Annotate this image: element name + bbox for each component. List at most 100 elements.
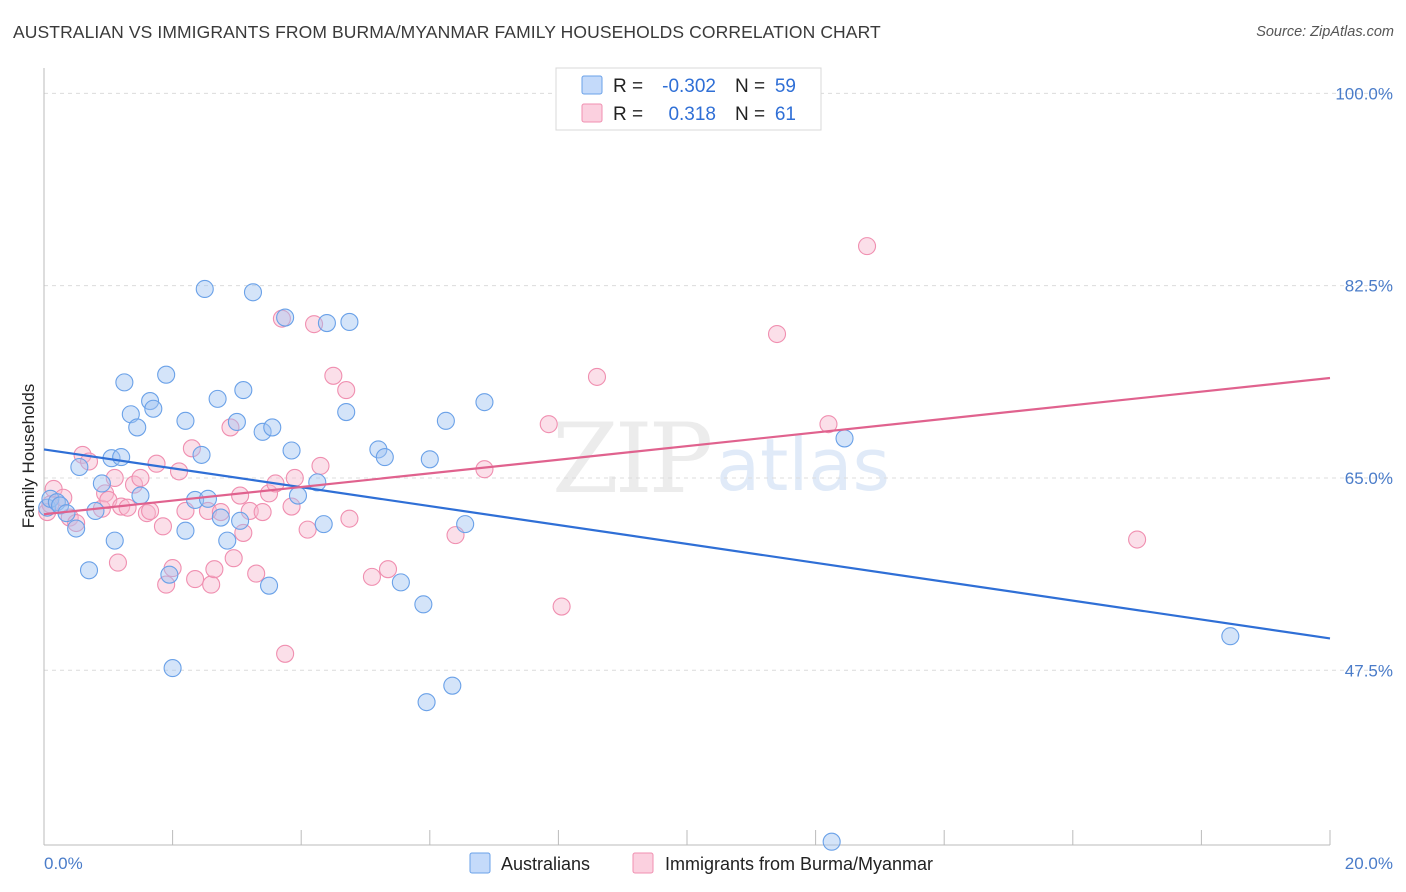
legend-r-value-australians: -0.302 <box>662 76 716 97</box>
immigrants-point <box>552 597 571 616</box>
australians-point <box>121 405 140 424</box>
x-tick-label: 0.0% <box>44 854 83 873</box>
immigrants-point <box>767 324 787 344</box>
immigrants-point <box>240 501 259 520</box>
immigrants-trend-line <box>43 376 1331 516</box>
immigrants-point <box>157 575 176 594</box>
immigrants-point <box>819 415 838 434</box>
australians-point <box>276 308 295 327</box>
y-tick-label: 65.0% <box>1345 469 1393 488</box>
immigrants-point <box>311 456 330 475</box>
legend-n-value-australians: 59 <box>775 76 796 97</box>
legend: R = -0.302 N = 59 R = 0.318 N = 61 <box>555 67 822 131</box>
bottom-legend: Australians Immigrants from Burma/Myanma… <box>469 852 933 874</box>
australians-point <box>131 486 150 505</box>
australians-point <box>443 676 462 695</box>
immigrants-point <box>324 366 343 385</box>
immigrants-point <box>182 439 201 458</box>
immigrants-point <box>153 517 173 536</box>
australians-point <box>340 312 359 331</box>
australians-point <box>51 496 70 515</box>
immigrants-point <box>362 567 381 586</box>
bottom-legend-swatch-australians <box>469 852 491 874</box>
legend-n-label-1: N = <box>735 76 765 97</box>
australians-point <box>160 565 179 584</box>
australians-point <box>317 313 336 333</box>
immigrants-point <box>224 549 243 568</box>
australians-point <box>263 418 282 437</box>
immigrants-point <box>202 575 221 594</box>
watermark-zip: ZIP <box>552 403 711 515</box>
y-tick-labels: 100.0% 82.5% 65.0% 47.5% <box>1335 84 1393 680</box>
series-immigrants-points <box>38 237 1147 663</box>
immigrants-point <box>247 564 266 583</box>
immigrants-point <box>231 486 250 505</box>
australians-point <box>163 659 182 678</box>
australians-point <box>211 508 230 527</box>
australians-point <box>105 531 124 550</box>
chart-title: AUSTRALIAN VS IMMIGRANTS FROM BURMA/MYAN… <box>13 22 881 42</box>
immigrants-point <box>305 315 324 334</box>
immigrants-point <box>298 520 317 539</box>
trend-lines <box>43 376 1331 640</box>
australians-point <box>456 515 475 534</box>
australians-point <box>417 693 436 712</box>
australians-point <box>227 412 246 431</box>
australians-point <box>420 450 439 469</box>
immigrants-point <box>378 560 398 579</box>
australians-point <box>337 403 356 422</box>
immigrants-point <box>169 462 189 481</box>
australians-point <box>195 279 214 299</box>
australians-point <box>157 365 176 384</box>
legend-n-value-immigrants: 61 <box>775 104 796 125</box>
immigrants-point <box>211 502 230 522</box>
immigrants-point <box>276 644 295 663</box>
australians-point <box>67 519 86 538</box>
australians-point <box>176 521 195 540</box>
australians-point <box>375 448 394 467</box>
australians-point <box>234 381 253 400</box>
y-tick-label: 82.5% <box>1345 277 1393 296</box>
immigrants-point <box>539 415 558 434</box>
australians-point <box>414 595 433 614</box>
australians-point <box>835 429 854 448</box>
immigrants-point <box>234 523 253 542</box>
x-tick-label: 20.0% <box>1345 854 1393 873</box>
australians-point <box>475 393 494 412</box>
y-tick-label: 100.0% <box>1335 84 1393 103</box>
australians-point <box>208 389 227 408</box>
immigrants-point <box>282 497 301 516</box>
immigrants-point <box>67 513 86 533</box>
australians-point <box>1221 627 1240 646</box>
australians-point <box>391 573 410 592</box>
australians-point <box>86 501 105 520</box>
immigrants-point <box>857 237 877 256</box>
immigrants-point <box>587 367 607 386</box>
australians-point <box>369 440 388 459</box>
australians-point <box>282 441 301 460</box>
australians-point <box>231 511 250 530</box>
australians-point <box>192 445 211 464</box>
axes <box>43 68 1331 846</box>
source-label: Source: ZipAtlas.com <box>1256 24 1394 40</box>
australians-point <box>259 576 279 595</box>
immigrants-point <box>340 509 359 528</box>
australians-point <box>822 832 841 851</box>
australians-point <box>253 422 272 441</box>
bottom-legend-label-australians: Australians <box>501 854 590 874</box>
australians-point <box>144 399 163 418</box>
australians-point <box>92 474 111 493</box>
watermark-atlas: atlas <box>716 423 890 507</box>
immigrants-point <box>186 570 205 589</box>
immigrants-point <box>118 498 137 517</box>
immigrants-point <box>205 560 224 579</box>
legend-r-label-2: R = <box>613 104 643 125</box>
immigrants-point <box>1128 530 1147 549</box>
legend-n-label-2: N = <box>735 104 765 125</box>
legend-r-value-immigrants: 0.318 <box>668 104 716 125</box>
australians-point <box>128 418 147 437</box>
legend-r-label-1: R = <box>613 76 643 97</box>
x-tick-labels: 0.0% 20.0% <box>44 854 1393 873</box>
australians-point <box>79 561 99 580</box>
